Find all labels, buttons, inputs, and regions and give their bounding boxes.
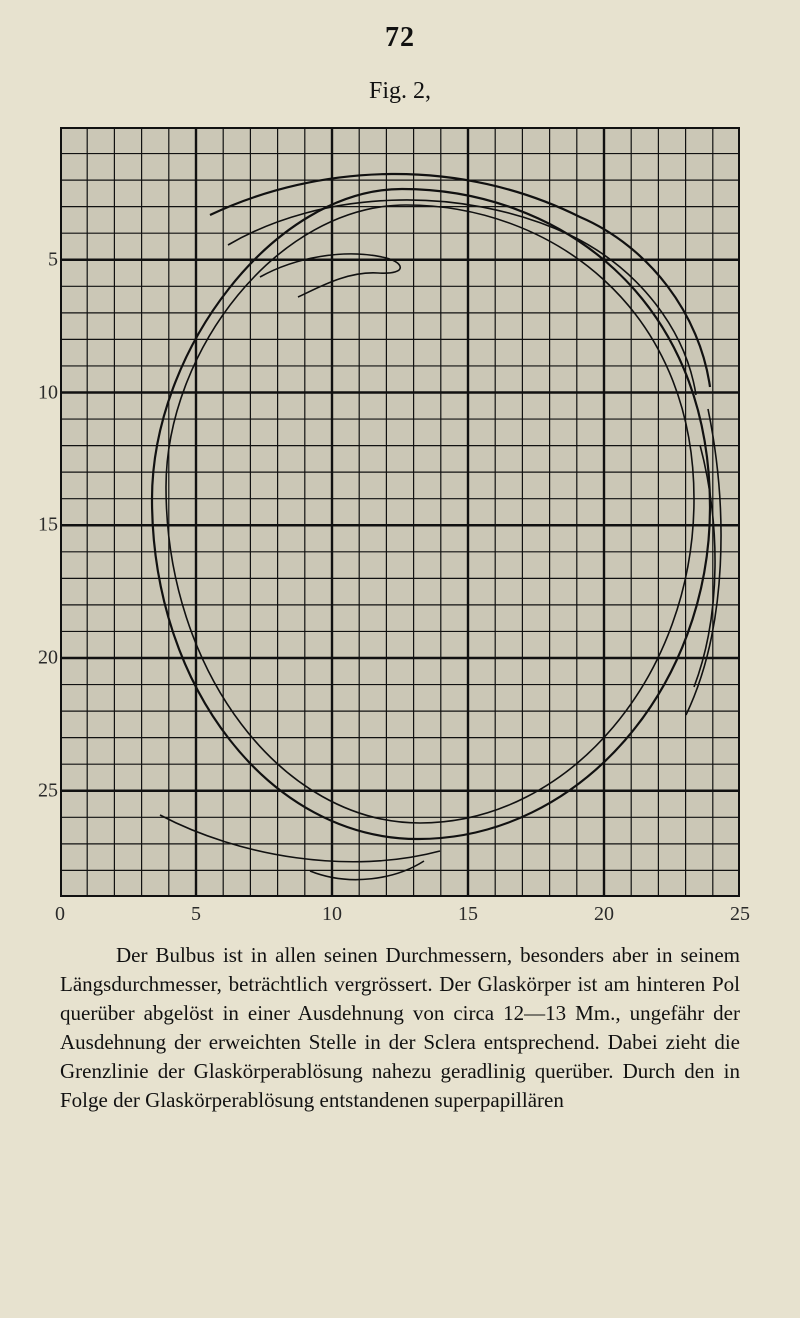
- page-number: 72: [0, 0, 800, 54]
- y-tick-label: 10: [38, 381, 58, 404]
- x-tick-label: 10: [322, 903, 342, 926]
- x-axis-labels: 0510152025: [60, 903, 740, 933]
- paragraph-text: Der Bulbus ist in allen seinen Durchmess…: [60, 943, 740, 1112]
- x-tick-label: 20: [594, 903, 614, 926]
- grid-chart: [60, 127, 740, 897]
- x-tick-label: 0: [55, 903, 65, 926]
- y-axis-labels: 5 10 15 20 25: [30, 127, 58, 897]
- x-tick-label: 25: [730, 903, 750, 926]
- x-tick-label: 15: [458, 903, 478, 926]
- figure-caption: Fig. 2,: [0, 78, 800, 105]
- y-tick-label: 15: [38, 514, 58, 537]
- body-text: Der Bulbus ist in allen seinen Durchmess…: [60, 941, 740, 1115]
- y-tick-label: 20: [38, 647, 58, 670]
- page: 72 Fig. 2, 5 10 15 20 25 0 5 10 15 20 25 Der Bulb…: [0, 0, 800, 1318]
- y-tick-label: 5: [48, 248, 58, 271]
- x-tick-label: 5: [191, 903, 201, 926]
- chart-container: 510152025: [60, 127, 740, 897]
- y-tick-label: 25: [38, 779, 58, 802]
